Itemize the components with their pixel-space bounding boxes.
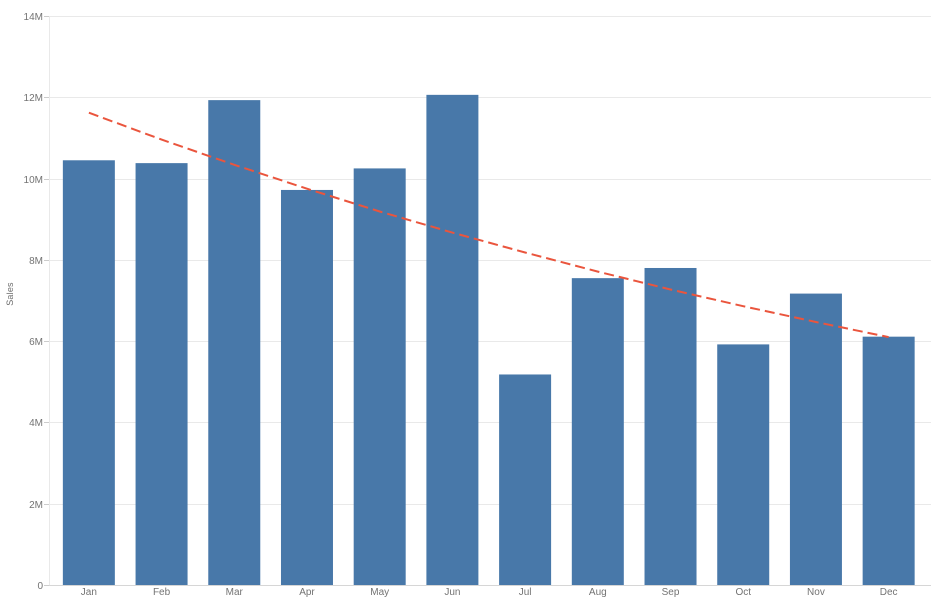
x-label-feb: Feb	[153, 587, 171, 598]
x-label-nov: Nov	[807, 587, 825, 598]
trend-line	[88, 111, 889, 339]
x-label-oct: Oct	[735, 587, 751, 598]
bar-jan[interactable]	[62, 160, 115, 585]
y-tick-label: 8M	[29, 256, 43, 267]
bar-feb[interactable]	[135, 163, 188, 585]
y-axis-title: Sales	[5, 282, 15, 306]
y-tick-label: 6M	[29, 337, 43, 348]
x-label-may: May	[370, 587, 389, 598]
x-label-jul: Jul	[519, 587, 532, 598]
y-tick-label: 14M	[24, 12, 43, 23]
x-label-aug: Aug	[589, 587, 607, 598]
bar-mar[interactable]	[208, 100, 261, 586]
bar-jun[interactable]	[426, 94, 479, 586]
x-label-jan: Jan	[81, 587, 97, 598]
bar-apr[interactable]	[280, 189, 333, 586]
x-label-apr: Apr	[299, 587, 315, 598]
bar-oct[interactable]	[717, 344, 770, 585]
bar-jul[interactable]	[499, 374, 552, 585]
y-tick-label: 10M	[24, 175, 43, 186]
x-label-jun: Jun	[444, 587, 460, 598]
bar-nov[interactable]	[789, 293, 842, 585]
x-label-mar: Mar	[226, 587, 244, 598]
bar-sep[interactable]	[644, 267, 697, 585]
y-tick-label: 2M	[29, 500, 43, 511]
y-tick-label: 0	[37, 581, 43, 592]
y-tick-label: 4M	[29, 418, 43, 429]
x-label-sep: Sep	[662, 587, 680, 598]
y-tick-label: 12M	[24, 93, 43, 104]
bar-dec[interactable]	[862, 336, 915, 585]
bar-aug[interactable]	[571, 278, 624, 585]
x-label-dec: Dec	[880, 587, 898, 598]
bar-may[interactable]	[353, 168, 406, 586]
